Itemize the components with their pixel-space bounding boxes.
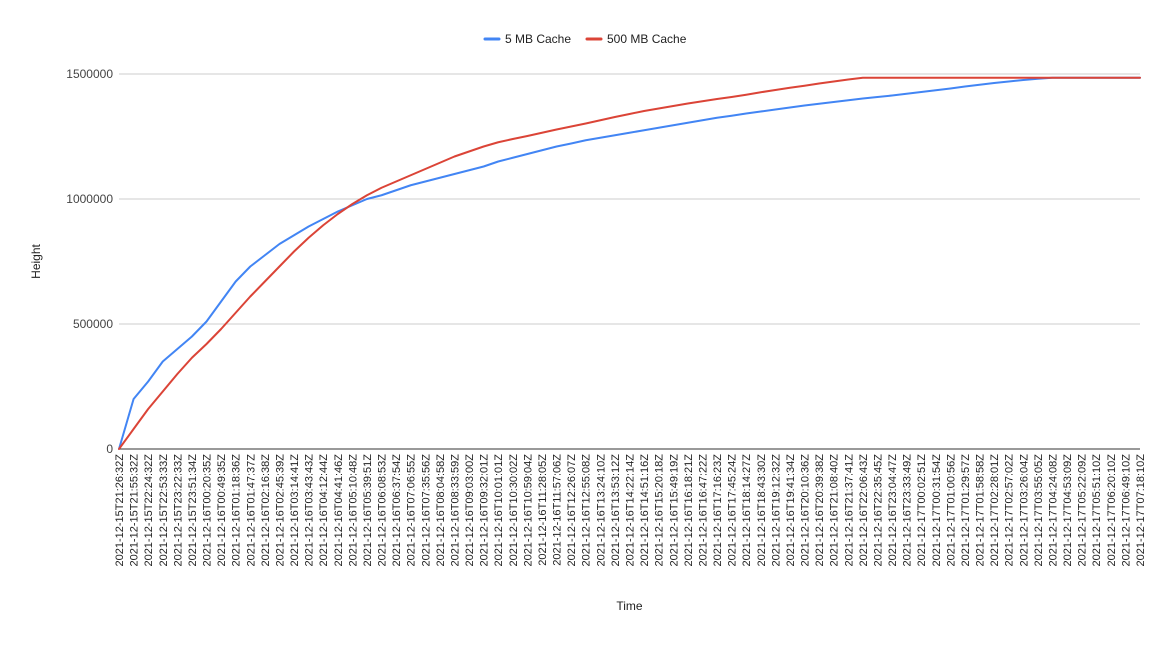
- x-tick-label: 2021-12-16T02:16:38Z: [260, 454, 272, 567]
- x-tick-label: 2021-12-16T09:32:01Z: [479, 454, 491, 567]
- x-tick-label: 2021-12-16T21:08:40Z: [829, 454, 841, 567]
- x-tick-label: 2021-12-16T22:06:43Z: [858, 454, 870, 567]
- x-tick-label: 2021-12-16T00:20:35Z: [202, 454, 214, 567]
- x-tick-label: 2021-12-16T08:33:59Z: [449, 454, 461, 567]
- y-tick-label: 1000000: [66, 192, 113, 206]
- x-tick-label: 2021-12-16T20:39:38Z: [814, 454, 826, 567]
- x-tick-label: 2021-12-16T15:49:19Z: [668, 454, 680, 567]
- x-tick-label: 2021-12-17T06:20:10Z: [1106, 454, 1118, 567]
- x-tick-label: 2021-12-16T19:41:34Z: [785, 454, 797, 567]
- x-tick-label: 2021-12-16T17:45:24Z: [727, 454, 739, 567]
- x-tick-label: 2021-12-16T07:06:55Z: [406, 454, 418, 567]
- x-tick-label: 2021-12-17T04:24:08Z: [1047, 454, 1059, 567]
- x-tick-label: 2021-12-16T07:35:56Z: [420, 454, 432, 567]
- gridlines: [119, 73, 1140, 450]
- x-tick-label: 2021-12-17T01:29:57Z: [960, 454, 972, 567]
- x-tick-label: 2021-12-16T06:08:53Z: [377, 454, 389, 567]
- x-tick-label: 2021-12-16T00:49:35Z: [216, 454, 228, 567]
- x-tick-label: 2021-12-16T13:53:12Z: [610, 454, 622, 567]
- x-tick-label: 2021-12-16T11:57:06Z: [552, 454, 564, 566]
- x-tick-label: 2021-12-16T17:16:23Z: [712, 454, 724, 567]
- x-tick-label: 2021-12-16T10:59:04Z: [522, 454, 534, 567]
- x-tick-label: 2021-12-16T04:12:44Z: [318, 454, 330, 567]
- x-tick-label: 2021-12-16T23:04:47Z: [887, 454, 899, 567]
- y-tick-label: 1500000: [66, 67, 113, 81]
- x-tick-label: 2021-12-17T03:26:04Z: [1018, 454, 1030, 567]
- y-axis-title: Height: [29, 243, 43, 278]
- x-tick-label: 2021-12-16T20:10:36Z: [800, 454, 812, 567]
- x-tick-label: 2021-12-17T06:49:10Z: [1120, 454, 1132, 567]
- x-tick-label: 2021-12-16T22:35:45Z: [872, 454, 884, 567]
- legend: 5 MB Cache 500 MB Cache: [483, 32, 687, 46]
- x-tick-label: 2021-12-16T05:10:48Z: [347, 454, 359, 567]
- x-tick-label: 2021-12-15T23:22:33Z: [172, 454, 184, 567]
- x-axis-title: Time: [616, 599, 643, 613]
- x-tick-label: 2021-12-17T01:58:58Z: [975, 454, 987, 567]
- x-tick-label: 2021-12-15T22:24:32Z: [143, 454, 155, 567]
- x-tick-label: 2021-12-16T08:04:58Z: [435, 454, 447, 567]
- x-tick-label: 2021-12-16T14:51:16Z: [639, 454, 651, 567]
- x-tick-label: 2021-12-16T13:24:10Z: [595, 454, 607, 567]
- x-tick-label: 2021-12-16T04:41:46Z: [333, 454, 345, 567]
- x-tick-label: 2021-12-15T21:55:32Z: [129, 454, 141, 567]
- x-tick-label: 2021-12-16T18:14:27Z: [741, 454, 753, 567]
- x-tick-label: 2021-12-17T07:18:10Z: [1135, 454, 1147, 567]
- x-tick-label: 2021-12-16T09:03:00Z: [464, 454, 476, 567]
- x-tick-label: 2021-12-15T22:53:33Z: [158, 454, 170, 567]
- x-tick-label: 2021-12-16T01:47:37Z: [245, 454, 257, 567]
- x-tick-label: 2021-12-17T00:31:54Z: [931, 454, 943, 567]
- x-tick-label: 2021-12-16T10:01:01Z: [493, 454, 505, 567]
- x-tick-label: 2021-12-16T12:26:07Z: [566, 454, 578, 567]
- x-tick-label: 2021-12-17T02:57:02Z: [1004, 454, 1016, 567]
- y-axis-ticks: 0 500000 1000000 1500000: [66, 67, 113, 456]
- x-tick-label: 2021-12-17T00:02:51Z: [916, 454, 928, 567]
- x-tick-label: 2021-12-16T14:22:14Z: [625, 454, 637, 567]
- x-tick-label: 2021-12-16T21:37:41Z: [843, 454, 855, 567]
- x-tick-label: 2021-12-16T23:33:49Z: [902, 454, 914, 567]
- x-tick-label: 2021-12-17T02:28:01Z: [989, 454, 1001, 567]
- legend-label-5-mb-cache: 5 MB Cache: [505, 32, 571, 46]
- x-tick-label: 2021-12-17T05:51:10Z: [1091, 454, 1103, 567]
- x-tick-label: 2021-12-16T16:47:22Z: [697, 454, 709, 567]
- series-lines: [118, 76, 1141, 450]
- x-tick-label: 2021-12-16T18:43:30Z: [756, 454, 768, 567]
- x-tick-label: 2021-12-17T04:53:09Z: [1062, 454, 1074, 567]
- x-tick-label: 2021-12-17T05:22:09Z: [1077, 454, 1089, 567]
- x-tick-label: 2021-12-16T16:18:21Z: [683, 454, 695, 567]
- series-line-5-mb-cache: [118, 76, 1141, 450]
- y-tick-label: 0: [106, 442, 113, 456]
- x-tick-label: 2021-12-16T05:39:51Z: [362, 454, 374, 567]
- x-tick-label: 2021-12-16T06:37:54Z: [391, 454, 403, 567]
- x-tick-label: 2021-12-17T01:00:56Z: [945, 454, 957, 567]
- legend-label-500-mb-cache: 500 MB Cache: [607, 32, 687, 46]
- x-tick-label: 2021-12-16T10:30:02Z: [508, 454, 520, 567]
- x-tick-label: 2021-12-16T01:18:36Z: [231, 454, 243, 567]
- x-tick-label: 2021-12-17T03:55:05Z: [1033, 454, 1045, 567]
- x-tick-label: 2021-12-16T12:55:08Z: [581, 454, 593, 567]
- y-tick-label: 500000: [73, 317, 113, 331]
- x-tick-label: 2021-12-16T11:28:05Z: [537, 454, 549, 566]
- x-tick-label: 2021-12-15T21:26:32Z: [114, 454, 126, 567]
- x-tick-label: 2021-12-16T15:20:18Z: [654, 454, 666, 567]
- series-line-500-mb-cache: [118, 76, 1141, 450]
- x-axis-ticks: 2021-12-15T21:26:32Z 2021-12-15T21:55:32Z…: [114, 454, 1147, 567]
- x-tick-label: 2021-12-16T02:45:39Z: [274, 454, 286, 567]
- x-tick-label: 2021-12-16T03:43:43Z: [304, 454, 316, 567]
- x-tick-label: 2021-12-16T19:12:32Z: [770, 454, 782, 567]
- x-tick-label: 2021-12-16T03:14:41Z: [289, 454, 301, 567]
- x-tick-label: 2021-12-15T23:51:34Z: [187, 454, 199, 567]
